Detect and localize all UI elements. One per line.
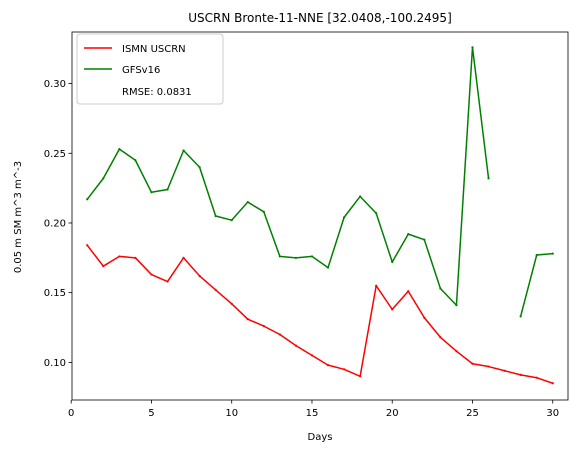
data-point-ismn-uscrn-day-30	[551, 382, 554, 385]
y-tick-label: 0.10	[44, 358, 66, 369]
chart-title: USCRN Bronte-11-NNE [32.0408,-100.2495]	[188, 11, 452, 25]
data-point-ismn-uscrn-day-5	[150, 273, 153, 276]
data-point-ismn-uscrn-day-27	[503, 369, 506, 372]
data-point-ismn-uscrn-day-28	[519, 373, 522, 377]
y-tick-label: 0.20	[44, 218, 66, 229]
data-point-ismn-uscrn-day-7	[182, 256, 185, 259]
data-point-ismn-uscrn-day-12	[262, 325, 265, 328]
data-point-gfsv16-day-26	[487, 177, 490, 180]
data-point-ismn-uscrn-day-13	[278, 333, 281, 336]
y-tick-label: 0.15	[44, 288, 66, 299]
series-line-ismn-uscrn-segment-1	[86, 244, 553, 384]
x-tick-label: 5	[148, 408, 154, 419]
data-point-gfsv16-day-22	[423, 238, 426, 241]
data-point-gfsv16-day-4	[134, 159, 137, 162]
axes-frame	[71, 31, 569, 401]
data-point-ismn-uscrn-day-14	[294, 344, 298, 347]
data-point-ismn-uscrn-day-11	[246, 318, 249, 321]
data-point-ismn-uscrn-day-4	[134, 256, 137, 259]
x-tick-label: 0	[68, 408, 74, 419]
data-point-ismn-uscrn-day-9	[214, 288, 217, 291]
data-point-gfsv16-day-1	[86, 198, 89, 201]
data-point-gfsv16-day-15	[310, 255, 314, 258]
series-gfsv16	[86, 46, 554, 318]
data-point-gfsv16-day-11	[246, 200, 249, 204]
data-point-gfsv16-day-14	[294, 256, 298, 259]
legend: ISMN USCRN GFSv16 RMSE: 0.0831	[76, 33, 224, 105]
legend-label-gfsv16: GFSv16	[122, 65, 160, 76]
y-tick-label: 0.30	[44, 79, 66, 90]
x-tick-label: 25	[466, 408, 479, 419]
y-axis-label: 0.05 m SM m^3 m^-3	[13, 161, 24, 273]
data-point-ismn-uscrn-day-15	[310, 354, 314, 357]
legend-box	[76, 33, 224, 105]
data-point-ismn-uscrn-day-8	[198, 274, 201, 278]
x-tick-label: 30	[546, 408, 559, 419]
data-point-gfsv16-day-7	[182, 149, 185, 152]
data-point-ismn-uscrn-day-26	[487, 365, 490, 368]
data-point-ismn-uscrn-day-29	[535, 376, 538, 379]
data-point-gfsv16-day-16	[326, 266, 330, 269]
data-point-ismn-uscrn-day-17	[342, 368, 346, 371]
data-point-gfsv16-day-3	[118, 147, 121, 151]
data-point-ismn-uscrn-day-22	[423, 316, 426, 319]
data-point-ismn-uscrn-day-10	[230, 302, 233, 305]
data-point-gfsv16-day-29	[535, 253, 538, 257]
data-point-gfsv16-day-5	[150, 191, 153, 194]
data-point-ismn-uscrn-day-16	[326, 364, 330, 367]
data-point-gfsv16-day-2	[102, 177, 105, 180]
data-point-gfsv16-day-12	[262, 210, 265, 213]
data-point-ismn-uscrn-day-20	[391, 308, 394, 311]
legend-label-ismn-uscrn: ISMN USCRN	[122, 44, 186, 55]
series-ismn-uscrn	[86, 244, 554, 385]
series-line-gfsv16-segment-1	[86, 46, 490, 306]
data-point-ismn-uscrn-day-23	[439, 336, 442, 339]
data-point-ismn-uscrn-day-21	[407, 290, 410, 293]
data-point-gfsv16-day-30	[551, 252, 554, 255]
data-point-gfsv16-day-17	[342, 216, 346, 219]
series-layer	[86, 46, 554, 385]
data-point-ismn-uscrn-day-1	[86, 244, 89, 247]
data-point-gfsv16-day-19	[375, 212, 378, 215]
data-point-ismn-uscrn-day-3	[118, 255, 121, 258]
data-point-gfsv16-day-25	[471, 46, 474, 49]
data-point-ismn-uscrn-day-2	[102, 265, 105, 268]
data-point-gfsv16-day-18	[359, 195, 362, 198]
data-point-gfsv16-day-6	[166, 188, 169, 191]
data-point-gfsv16-day-28	[519, 315, 522, 318]
data-point-gfsv16-day-20	[391, 260, 394, 264]
x-axis-label: Days	[308, 432, 333, 443]
data-point-gfsv16-day-9	[214, 214, 217, 218]
data-point-ismn-uscrn-day-18	[359, 375, 362, 378]
data-point-ismn-uscrn-day-24	[455, 350, 458, 353]
data-point-gfsv16-day-23	[439, 287, 442, 290]
x-tick-label: 10	[225, 408, 238, 419]
data-point-ismn-uscrn-day-19	[375, 284, 378, 287]
y-tick-label: 0.25	[44, 149, 66, 160]
x-tick-label: 15	[306, 408, 319, 419]
legend-rmse-text: RMSE: 0.0831	[122, 87, 192, 98]
x-tick-label: 20	[386, 408, 399, 419]
data-point-ismn-uscrn-day-6	[166, 280, 169, 283]
data-point-gfsv16-day-8	[198, 166, 201, 169]
data-point-gfsv16-day-10	[230, 219, 233, 222]
data-point-gfsv16-day-24	[455, 304, 458, 307]
data-point-gfsv16-day-21	[407, 233, 410, 236]
data-point-gfsv16-day-13	[278, 255, 281, 258]
data-point-ismn-uscrn-day-25	[471, 362, 474, 365]
axes-layer: 0 5 10 15 20 25 30 0.10 0.15 0.20 0.25 0.30	[44, 31, 569, 419]
